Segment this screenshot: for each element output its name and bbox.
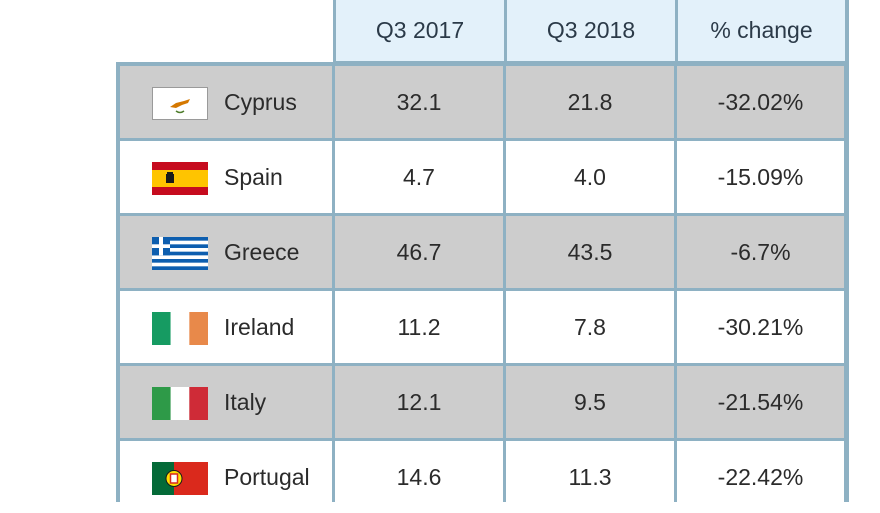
table-row: Portugal 14.6 11.3 -22.42%: [116, 441, 849, 513]
value-q3-2017: 4.7: [335, 141, 503, 213]
data-table: Cyprus 32.1 21.8 -32.02% Spain 4.7 4.0 -…: [116, 62, 849, 513]
table-row: Cyprus 32.1 21.8 -32.02%: [116, 66, 849, 138]
spain-flag-icon: [152, 162, 208, 195]
italy-flag-icon: [152, 387, 208, 420]
value-percent-change: -15.09%: [677, 141, 844, 213]
country-name: Greece: [224, 238, 300, 265]
table-header: Q3 2017 Q3 2018 % change: [333, 0, 849, 64]
value-q3-2018: 11.3: [506, 441, 674, 513]
value-percent-change: -32.02%: [677, 66, 844, 138]
ireland-flag-icon: [152, 312, 208, 345]
value-q3-2018: 21.8: [506, 66, 674, 138]
country-name: Italy: [224, 388, 267, 415]
country-cell: Ireland: [120, 291, 332, 363]
greece-flag-icon: [152, 237, 208, 270]
country-name: Portugal: [224, 463, 310, 490]
value-q3-2017: 11.2: [335, 291, 503, 363]
value-q3-2018: 4.0: [506, 141, 674, 213]
portugal-flag-icon: [152, 462, 208, 495]
value-percent-change: -6.7%: [677, 216, 844, 288]
country-name: Ireland: [224, 313, 295, 340]
value-q3-2018: 7.8: [506, 291, 674, 363]
country-cell: Greece: [120, 216, 332, 288]
country-cell: Portugal: [120, 441, 332, 513]
value-q3-2017: 32.1: [335, 66, 503, 138]
cyprus-flag-icon: [152, 87, 208, 120]
header-q3-2018: Q3 2018: [507, 0, 675, 61]
value-percent-change: -30.21%: [677, 291, 844, 363]
table-row: Greece 46.7 43.5 -6.7%: [116, 216, 849, 288]
header-percent-change: % change: [678, 0, 845, 61]
value-q3-2018: 9.5: [506, 366, 674, 438]
value-q3-2017: 46.7: [335, 216, 503, 288]
country-cell: Italy: [120, 366, 332, 438]
value-percent-change: -21.54%: [677, 366, 844, 438]
table-row: Italy 12.1 9.5 -21.54%: [116, 366, 849, 438]
value-q3-2018: 43.5: [506, 216, 674, 288]
value-percent-change: -22.42%: [677, 441, 844, 513]
country-cell: Cyprus: [120, 66, 332, 138]
value-q3-2017: 12.1: [335, 366, 503, 438]
value-q3-2017: 14.6: [335, 441, 503, 513]
table-row: Spain 4.7 4.0 -15.09%: [116, 141, 849, 213]
header-q3-2017: Q3 2017: [336, 0, 504, 61]
country-name: Spain: [224, 163, 283, 190]
country-cell: Spain: [120, 141, 332, 213]
table-row: Ireland 11.2 7.8 -30.21%: [116, 291, 849, 363]
country-name: Cyprus: [224, 88, 297, 115]
